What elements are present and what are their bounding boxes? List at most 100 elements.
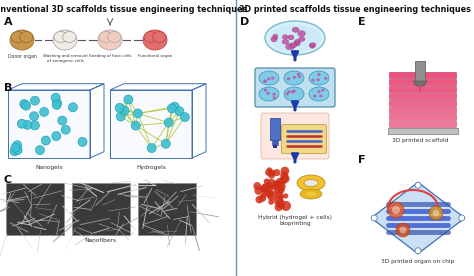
Circle shape [61,125,70,134]
Polygon shape [110,90,192,158]
Circle shape [41,136,50,145]
FancyBboxPatch shape [390,115,456,121]
Circle shape [181,113,190,122]
FancyBboxPatch shape [390,121,456,128]
Ellipse shape [297,73,300,76]
Circle shape [30,96,39,105]
Circle shape [268,172,275,179]
Ellipse shape [309,87,329,101]
Text: 3D printed scaffolds tissue engineering techniques: 3D printed scaffolds tissue engineering … [239,5,471,14]
Circle shape [133,109,142,118]
Circle shape [276,199,285,208]
Circle shape [279,203,285,209]
Ellipse shape [285,92,289,95]
Ellipse shape [286,44,294,50]
Circle shape [278,194,284,200]
Text: Washing and removal
of xenogenic cells: Washing and removal of xenogenic cells [43,54,87,63]
Text: Functional organ: Functional organ [138,54,172,58]
Ellipse shape [267,77,271,80]
Bar [270,118,280,140]
Circle shape [283,193,288,199]
Ellipse shape [304,179,318,187]
Ellipse shape [10,30,34,50]
Ellipse shape [282,40,289,44]
Ellipse shape [298,31,305,36]
Circle shape [131,121,140,130]
Ellipse shape [324,77,328,80]
Ellipse shape [20,31,33,43]
Ellipse shape [273,96,276,99]
Ellipse shape [265,21,325,55]
Ellipse shape [284,87,304,101]
Ellipse shape [98,30,122,50]
Circle shape [282,175,290,183]
Text: Hybrid (hydrogel + cells)
bioprinting: Hybrid (hydrogel + cells) bioprinting [258,215,332,226]
Ellipse shape [287,77,290,80]
Circle shape [263,189,270,196]
Circle shape [281,174,288,182]
Bar [272,140,278,145]
Circle shape [13,141,22,150]
Circle shape [29,112,38,121]
Ellipse shape [11,31,24,43]
Circle shape [273,169,280,176]
Circle shape [280,171,288,179]
Ellipse shape [317,90,321,93]
FancyBboxPatch shape [390,79,456,86]
Ellipse shape [269,25,321,52]
FancyBboxPatch shape [390,73,456,78]
Ellipse shape [291,91,295,94]
Circle shape [274,203,283,211]
Circle shape [175,107,184,116]
Ellipse shape [287,90,291,93]
Ellipse shape [321,89,325,92]
Circle shape [396,223,410,237]
Circle shape [281,201,291,211]
Ellipse shape [316,78,320,81]
Circle shape [268,199,274,205]
Circle shape [265,169,272,176]
Circle shape [273,185,283,195]
Circle shape [432,209,439,216]
Ellipse shape [300,189,322,199]
Ellipse shape [263,80,267,83]
Circle shape [253,182,261,190]
Circle shape [400,227,407,233]
Circle shape [261,192,267,198]
Ellipse shape [53,30,77,50]
Text: D: D [240,17,249,27]
Text: Nanofibers: Nanofibers [84,238,116,243]
Circle shape [51,93,60,102]
Ellipse shape [259,71,279,85]
Circle shape [22,101,31,110]
Circle shape [459,215,465,221]
Circle shape [262,183,271,192]
Circle shape [78,137,87,146]
Circle shape [281,167,289,175]
Circle shape [279,177,287,184]
Ellipse shape [63,31,76,43]
Circle shape [52,100,61,109]
Ellipse shape [299,37,305,41]
Circle shape [53,99,62,108]
Ellipse shape [294,41,300,46]
Ellipse shape [297,175,325,191]
Ellipse shape [309,71,329,85]
Ellipse shape [319,94,323,97]
Text: Conventional 3D scaffolds tissue engineering techniques: Conventional 3D scaffolds tissue enginee… [0,5,247,14]
Text: E: E [358,17,365,27]
Ellipse shape [259,87,279,101]
Circle shape [267,167,272,173]
Circle shape [58,116,67,125]
Text: 3D printed scaffold: 3D printed scaffold [392,138,448,143]
Ellipse shape [54,31,67,43]
Circle shape [273,180,281,188]
Circle shape [11,143,20,152]
Circle shape [264,182,274,192]
FancyBboxPatch shape [390,100,456,107]
Circle shape [264,178,270,184]
Circle shape [415,248,421,254]
Ellipse shape [273,34,278,39]
Bar [72,183,130,235]
Ellipse shape [294,39,301,45]
